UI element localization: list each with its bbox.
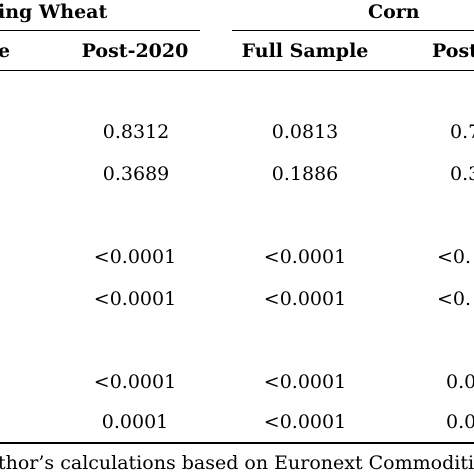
group-rule-wheat	[0, 30, 200, 31]
cell-post-2020: <0.0001	[93, 288, 177, 310]
cell-post-cut: 0.0	[446, 411, 474, 433]
group-header-wheat: ing Wheat	[0, 1, 108, 23]
cell-post-cut: <0.	[437, 246, 472, 268]
column-header-post-cut: Post	[432, 40, 474, 62]
cell-post-cut: 0.7	[450, 121, 474, 143]
column-header-partial: e	[0, 40, 11, 62]
column-header-post-2020: Post-2020	[81, 40, 189, 62]
group-rule-corn	[232, 30, 474, 31]
cell-post-cut: <0.	[437, 288, 472, 310]
cell-full-sample: 0.1886	[271, 163, 339, 185]
cell-post-2020: <0.0001	[93, 246, 177, 268]
cell-full-sample: <0.0001	[263, 288, 347, 310]
table-bottom-rule	[0, 442, 474, 444]
cell-post-2020: 0.8312	[102, 121, 170, 143]
header-rule	[0, 70, 474, 71]
cell-post-cut: 0.0	[446, 371, 474, 393]
cell-full-sample: <0.0001	[263, 246, 347, 268]
column-header-full-sample: Full Sample	[241, 40, 369, 62]
cell-post-2020: 0.3689	[102, 163, 170, 185]
cell-full-sample: 0.0813	[271, 121, 339, 143]
cell-post-cut: 0.3	[450, 163, 474, 185]
cell-post-2020: 0.0001	[101, 411, 169, 433]
cell-post-2020: <0.0001	[93, 371, 177, 393]
cell-full-sample: <0.0001	[263, 371, 347, 393]
table-footnote: thor’s calculations based on Euronext Co…	[0, 452, 474, 474]
group-header-corn: Corn	[368, 1, 420, 23]
cell-full-sample: <0.0001	[263, 411, 347, 433]
